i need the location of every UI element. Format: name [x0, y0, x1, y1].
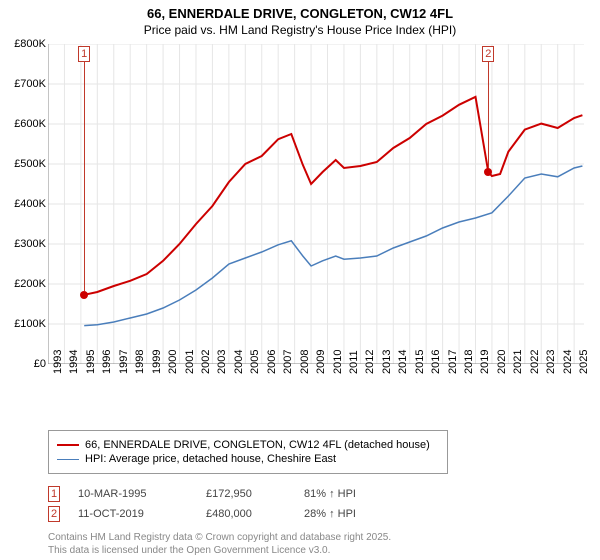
legend-row: 66, ENNERDALE DRIVE, CONGLETON, CW12 4FL… — [57, 439, 439, 451]
x-tick-label: 2015 — [414, 350, 426, 374]
x-tick-label: 2008 — [299, 350, 311, 374]
x-tick-label: 2018 — [463, 350, 475, 374]
chart-marker-flag: 1 — [78, 46, 90, 62]
chart-title: 66, ENNERDALE DRIVE, CONGLETON, CW12 4FL — [0, 0, 600, 21]
y-tick-label: £400K — [4, 198, 46, 210]
marker-price: £480,000 — [206, 508, 286, 520]
x-tick-label: 2010 — [332, 350, 344, 374]
y-tick-label: £0 — [4, 358, 46, 370]
marker-pct: 81% ↑ HPI — [304, 488, 394, 500]
x-tick-label: 2011 — [348, 350, 360, 374]
chart-marker-dot — [80, 291, 88, 299]
marker-date: 11-OCT-2019 — [78, 508, 188, 520]
marker-pct: 28% ↑ HPI — [304, 508, 394, 520]
x-tick-label: 2021 — [512, 350, 524, 374]
x-tick-label: 2019 — [479, 350, 491, 374]
x-tick-label: 2007 — [282, 350, 294, 374]
marker-ref-box: 1 — [48, 486, 60, 502]
y-tick-label: £700K — [4, 78, 46, 90]
chart-subtitle: Price paid vs. HM Land Registry's House … — [0, 21, 600, 37]
legend-label: 66, ENNERDALE DRIVE, CONGLETON, CW12 4FL… — [85, 439, 430, 451]
marker-table: 1 10-MAR-1995 £172,950 81% ↑ HPI 2 11-OCT-201… — [48, 482, 394, 526]
x-tick-label: 2014 — [397, 350, 409, 374]
x-tick-label: 2005 — [249, 350, 261, 374]
x-tick-label: 1993 — [52, 350, 64, 374]
x-tick-label: 2024 — [562, 350, 574, 374]
legend-label: HPI: Average price, detached house, Ches… — [85, 453, 336, 465]
chart-container: 66, ENNERDALE DRIVE, CONGLETON, CW12 4FL… — [0, 0, 600, 560]
x-tick-label: 2006 — [266, 350, 278, 374]
x-tick-label: 1998 — [134, 350, 146, 374]
y-tick-label: £100K — [4, 318, 46, 330]
x-tick-label: 2003 — [216, 350, 228, 374]
y-tick-label: £800K — [4, 38, 46, 50]
marker-date: 10-MAR-1995 — [78, 488, 188, 500]
chart-legend: 66, ENNERDALE DRIVE, CONGLETON, CW12 4FL… — [48, 430, 448, 474]
marker-table-row: 2 11-OCT-2019 £480,000 28% ↑ HPI — [48, 506, 394, 522]
x-tick-label: 2001 — [184, 350, 196, 374]
x-tick-label: 1997 — [118, 350, 130, 374]
chart-marker-flag: 2 — [482, 46, 494, 62]
x-tick-label: 2017 — [447, 350, 459, 374]
x-tick-label: 2000 — [167, 350, 179, 374]
x-tick-label: 2025 — [578, 350, 590, 374]
chart-plot — [48, 44, 584, 364]
legend-swatch — [57, 444, 79, 446]
x-tick-label: 1995 — [85, 350, 97, 374]
y-tick-label: £500K — [4, 158, 46, 170]
x-tick-label: 2013 — [381, 350, 393, 374]
attribution-line: Contains HM Land Registry data © Crown c… — [48, 532, 391, 545]
marker-price: £172,950 — [206, 488, 286, 500]
x-tick-label: 2012 — [364, 350, 376, 374]
marker-connector — [488, 62, 489, 168]
x-tick-label: 2009 — [315, 350, 327, 374]
marker-ref-box: 2 — [48, 506, 60, 522]
x-tick-label: 2022 — [529, 350, 541, 374]
x-tick-label: 2016 — [430, 350, 442, 374]
x-tick-label: 2002 — [200, 350, 212, 374]
legend-swatch — [57, 459, 79, 460]
y-tick-label: £300K — [4, 238, 46, 250]
legend-row: HPI: Average price, detached house, Ches… — [57, 453, 439, 465]
x-tick-label: 2020 — [496, 350, 508, 374]
attribution-line: This data is licensed under the Open Gov… — [48, 545, 391, 558]
attribution: Contains HM Land Registry data © Crown c… — [48, 532, 391, 557]
x-tick-label: 1994 — [68, 350, 80, 374]
x-tick-label: 2023 — [545, 350, 557, 374]
x-tick-label: 1999 — [151, 350, 163, 374]
marker-table-row: 1 10-MAR-1995 £172,950 81% ↑ HPI — [48, 486, 394, 502]
y-tick-label: £600K — [4, 118, 46, 130]
y-tick-label: £200K — [4, 278, 46, 290]
x-tick-label: 2004 — [233, 350, 245, 374]
x-tick-label: 1996 — [101, 350, 113, 374]
marker-connector — [84, 62, 85, 291]
